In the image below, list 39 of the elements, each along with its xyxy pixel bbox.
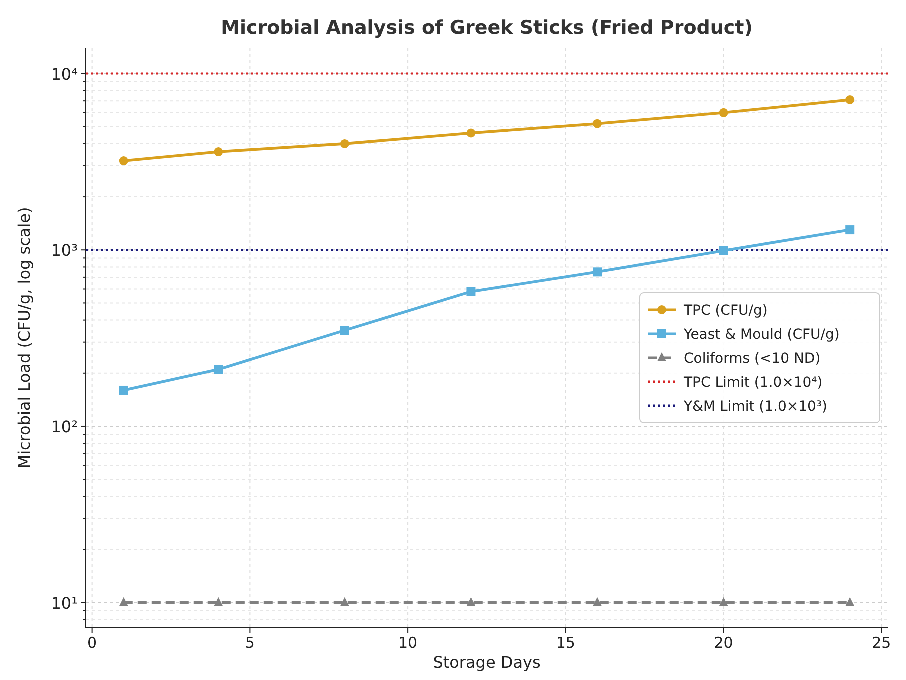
point	[466, 287, 476, 296]
x-axis-title: Storage Days	[433, 653, 541, 672]
x-tick-label: 20	[714, 634, 734, 652]
point	[119, 156, 128, 166]
point	[466, 128, 476, 138]
point	[119, 386, 128, 395]
point	[340, 139, 350, 148]
x-tick-label: 15	[556, 634, 576, 652]
point	[466, 597, 476, 606]
point	[340, 597, 350, 606]
point	[719, 597, 728, 606]
legend-label: Coliforms (<10 ND)	[684, 351, 821, 367]
chart-title: Microbial Analysis of Greek Sticks (Fried Product)	[221, 17, 753, 39]
x-tick-label: 25	[872, 634, 892, 652]
point	[846, 226, 855, 235]
point	[593, 268, 602, 277]
point	[593, 597, 602, 606]
point	[719, 108, 728, 118]
y-tick-label: 10⁴	[51, 64, 78, 84]
y-tick-label: 10²	[51, 417, 78, 436]
x-tick-label: 10	[398, 634, 418, 652]
point	[593, 119, 602, 128]
x-tick-label: 0	[88, 634, 98, 652]
point	[214, 365, 224, 374]
legend-label: Y&M Limit (1.0×10³)	[683, 399, 828, 415]
y-tick-label: 10¹	[51, 594, 78, 613]
point	[719, 246, 728, 256]
y-axis-title: Microbial Load (CFU/g, log scale)	[15, 207, 34, 469]
point	[846, 597, 855, 606]
y-tick-label: 10³	[51, 241, 78, 260]
legend-label: Yeast & Mould (CFU/g)	[683, 327, 840, 343]
point	[846, 96, 855, 104]
point	[214, 597, 224, 606]
point	[214, 148, 224, 157]
legend-label: TPC (CFU/g)	[683, 303, 768, 319]
point	[340, 326, 350, 336]
legend-label: TPC Limit (1.0×10⁴)	[683, 375, 823, 391]
point	[119, 597, 128, 606]
x-tick-label: 5	[245, 634, 255, 652]
